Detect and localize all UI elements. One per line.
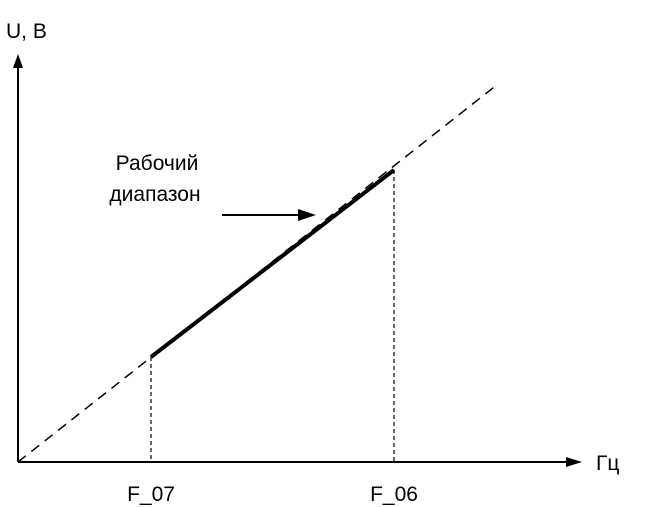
annotation-label-line1: Рабочий — [116, 152, 199, 175]
y-axis-label: U, В — [6, 20, 47, 43]
annotation-label-line2: диапазон — [109, 183, 200, 206]
annotation-arrowhead — [298, 209, 316, 221]
tick-label-f07: F_07 — [127, 483, 175, 506]
x-axis-arrowhead — [566, 457, 582, 467]
x-axis-label: Гц — [596, 452, 619, 475]
working-range-line — [149, 168, 396, 359]
tick-label-f06: F_06 — [370, 483, 418, 506]
y-axis-arrowhead — [13, 54, 23, 68]
